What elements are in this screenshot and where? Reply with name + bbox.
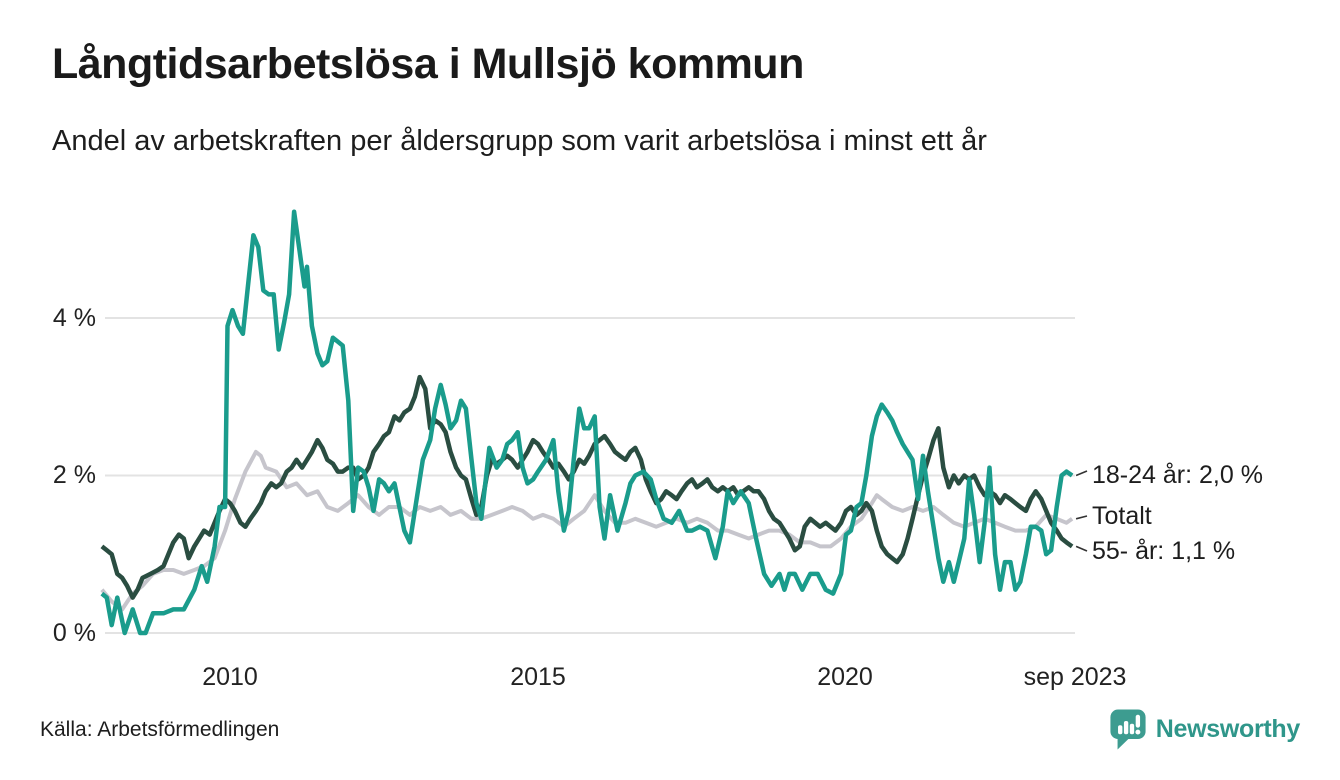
series-label-totalt: Totalt: [1092, 502, 1152, 530]
leader-line-18-24-r: [1075, 470, 1088, 477]
y-tick-0: 0 %: [52, 619, 96, 647]
series-line-18-24-r: [100, 209, 1074, 636]
series-line-55-r: [100, 374, 1074, 600]
x-tick-sep-2023: sep 2023: [1023, 663, 1127, 691]
newsworthy-bubble-barchart-icon: [1109, 708, 1147, 751]
series-label-55: 55- år: 1,1 %: [1092, 537, 1236, 565]
leader-line-55-r: [1075, 545, 1088, 552]
newsworthy-logo[interactable]: Newsworthy: [1109, 708, 1300, 751]
page-title: Långtidsarbetslösa i Mullsjö kommun: [52, 40, 804, 88]
x-tick-2020: 2020: [817, 663, 873, 691]
newsworthy-wordmark: Newsworthy: [1155, 715, 1301, 743]
x-tick-2015: 2015: [510, 663, 566, 691]
y-tick-2: 2 %: [52, 461, 96, 489]
chart-subtitle: Andel av arbetskraften per åldersgrupp s…: [52, 125, 987, 157]
series-label-18-24: 18-24 år: 2,0 %: [1092, 461, 1263, 489]
x-tick-2010: 2010: [202, 663, 258, 691]
y-tick-4: 4 %: [52, 304, 96, 332]
series-line-totalt: [100, 449, 1074, 612]
leader-line-totalt: [1075, 515, 1088, 520]
source-note: Källa: Arbetsförmedlingen: [40, 718, 280, 741]
